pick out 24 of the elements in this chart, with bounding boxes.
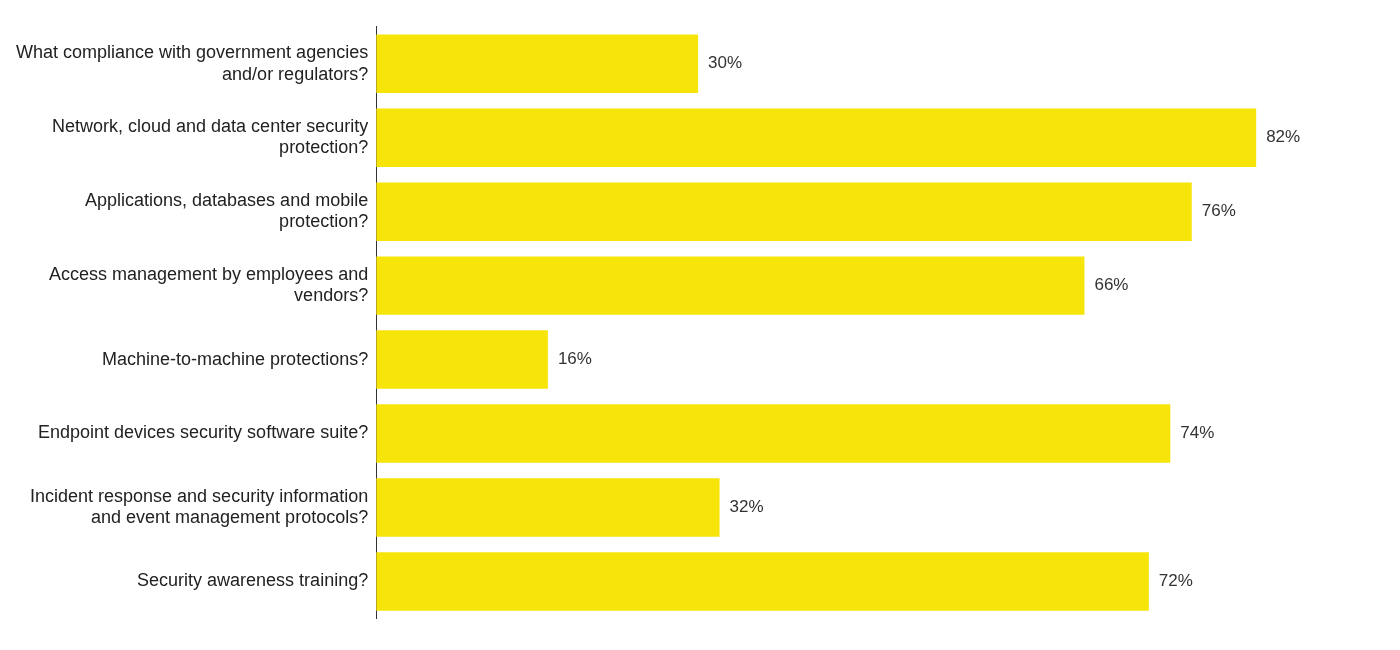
- data-label: 32%: [729, 497, 764, 517]
- y-tick-label: Network, cloud and data center security protection?: [52, 115, 369, 158]
- y-tick-label: Machine-to-machine protections?: [102, 348, 369, 369]
- bar: [376, 478, 720, 537]
- bar: [376, 34, 699, 93]
- bar: [376, 404, 1171, 463]
- bar: [376, 330, 548, 389]
- y-tick-label: What compliance with government agencies and/or regulators?: [15, 41, 369, 84]
- data-label: 72%: [1158, 571, 1193, 591]
- data-label: 74%: [1180, 423, 1215, 443]
- data-label: 82%: [1266, 127, 1301, 147]
- y-tick-label: Security awareness training?: [137, 570, 369, 591]
- data-label: 16%: [557, 349, 592, 369]
- y-tick-label: Applications, databases and mobile protection?: [84, 189, 369, 232]
- bar: [376, 182, 1192, 241]
- y-tick-label: Access management by employees and vendors?: [48, 263, 369, 306]
- y-tick-label: Incident response and security information and event management protocols?: [29, 485, 369, 528]
- bar: [376, 108, 1257, 167]
- bar: [376, 256, 1085, 315]
- data-label: 76%: [1201, 201, 1236, 221]
- bar: [376, 552, 1149, 611]
- y-tick-label: Endpoint devices security software suite?: [38, 422, 369, 443]
- data-label: 30%: [708, 53, 743, 73]
- data-label: 66%: [1094, 275, 1129, 295]
